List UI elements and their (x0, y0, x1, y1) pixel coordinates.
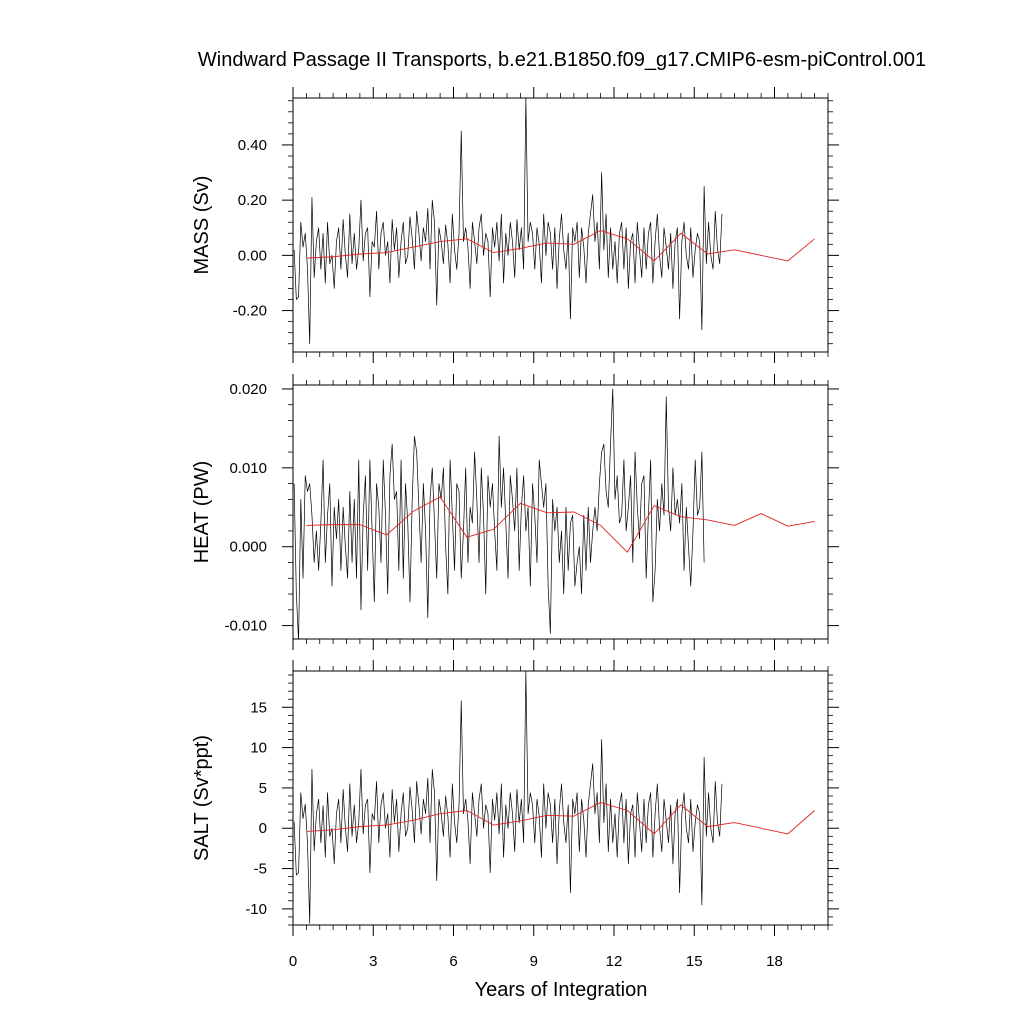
salt-y-tick-label: 15 (250, 699, 267, 716)
chart-title: Windward Passage II Transports, b.e21.B1… (198, 49, 926, 71)
salt-y-axis-label: SALT (Sv*ppt) (191, 735, 213, 861)
salt-monthly-line (293, 671, 723, 924)
mass-y-tick-label: 0.00 (238, 247, 267, 264)
heat-annual-mean-line (306, 496, 815, 553)
mass-annual-mean-line (306, 230, 815, 262)
salt-y-tick-label: -10 (245, 901, 267, 918)
x-tick-label: 0 (289, 953, 297, 970)
x-tick-label: 9 (530, 953, 538, 970)
x-tick-label: 6 (449, 953, 457, 970)
salt-y-tick-label: 10 (250, 740, 267, 757)
heat-monthly-line (293, 388, 705, 639)
mass-y-axis-label: MASS (Sv) (191, 176, 213, 275)
heat-y-tick-label: 0.020 (229, 381, 267, 398)
mass-panel: -0.20 0.00 0.20 0.40 MASS (Sv) (191, 87, 839, 363)
mass-y-tick-label: -0.20 (233, 303, 267, 320)
heat-panel: -0.010 0.000 0.010 0.020 HEAT (PW) (191, 374, 839, 650)
panels: -0.20 0.00 0.20 0.40 MASS (Sv) -0.010 0.000 0.0… (191, 87, 839, 970)
heat-y-axis-label: HEAT (PW) (191, 461, 213, 564)
x-axis-label: Years of Integration (475, 979, 648, 1001)
x-tick-label: 18 (766, 953, 783, 970)
x-tick-label: 15 (686, 953, 703, 970)
heat-y-tick-label: 0.000 (229, 539, 267, 556)
mass-y-tick-label: 0.40 (238, 137, 267, 154)
mass-monthly-line (293, 98, 723, 345)
salt-annual-mean-line (306, 801, 815, 835)
salt-y-tick-label: 5 (259, 780, 267, 797)
salt-y-tick-label: -5 (254, 861, 267, 878)
x-tick-label: 12 (606, 953, 623, 970)
salt-panel: -10 -5 0 5 10 15 SALT (Sv*ppt) 0 3 6 9 12 15 18 (191, 660, 839, 970)
salt-y-tick-label: 0 (259, 820, 267, 837)
heat-y-tick-label: 0.010 (229, 460, 267, 477)
x-tick-label: 3 (369, 953, 377, 970)
heat-y-tick-label: -0.010 (224, 618, 267, 635)
mass-y-tick-label: 0.20 (238, 192, 267, 209)
